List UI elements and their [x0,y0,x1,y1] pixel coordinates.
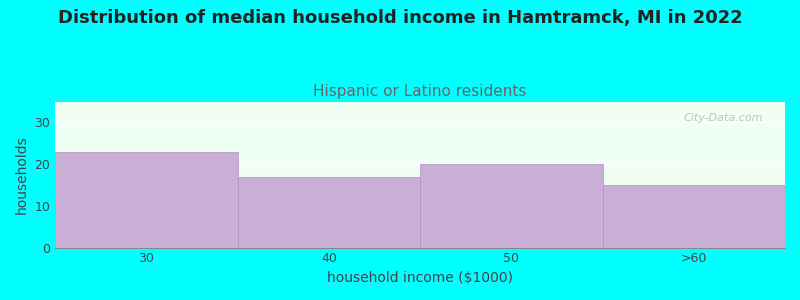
Text: Distribution of median household income in Hamtramck, MI in 2022: Distribution of median household income … [58,9,742,27]
X-axis label: household income ($1000): household income ($1000) [327,271,513,285]
Bar [420,164,602,248]
Y-axis label: households: households [15,135,29,214]
Title: Hispanic or Latino residents: Hispanic or Latino residents [314,84,527,99]
Bar [55,152,238,248]
Bar [602,185,785,248]
Text: City-Data.com: City-Data.com [684,113,763,123]
Bar [238,177,420,248]
